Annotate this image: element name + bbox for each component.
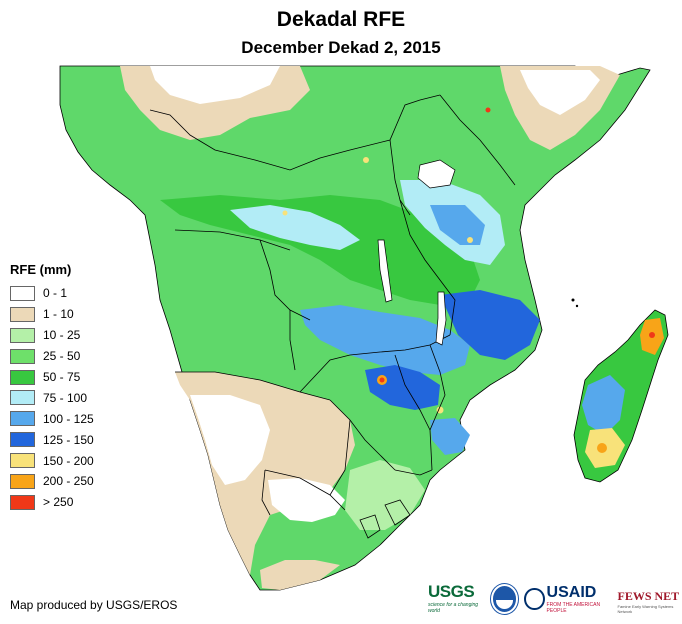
legend-swatch <box>10 473 35 489</box>
hotspot-zimbabwe-core <box>379 377 385 383</box>
fews-net-tagline: Famine Early Warning Systems Network <box>617 604 674 614</box>
legend-swatch <box>10 306 35 322</box>
legend-row: > 250 <box>10 492 94 513</box>
legend-row: 1 - 10 <box>10 304 94 325</box>
legend-row: 75 - 100 <box>10 387 94 408</box>
legend-row: 10 - 25 <box>10 325 94 346</box>
legend-swatch <box>10 327 35 343</box>
legend-swatch <box>10 411 35 427</box>
usaid-logo: USAID FROM THE AMERICAN PEOPLE <box>524 584 613 614</box>
heavy-belt-zambia <box>300 305 470 375</box>
madagascar-hotspot-south <box>597 443 607 453</box>
coastal-cape <box>260 560 340 590</box>
legend-swatch <box>10 494 35 510</box>
credit-text: Map produced by USGS/EROS <box>10 598 178 612</box>
comoros-2 <box>575 304 579 308</box>
very-heavy-mozambique <box>440 290 540 360</box>
legend-row: 0 - 1 <box>10 283 94 304</box>
no-rain-kalahari <box>268 478 345 522</box>
comoros <box>571 298 575 302</box>
hotspot-congo <box>282 210 288 216</box>
map-title: Dekadal RFE <box>276 8 406 31</box>
legend-row: 200 - 250 <box>10 471 94 492</box>
partner-logos: USGS science for a changing world USAID … <box>428 582 682 614</box>
lake-malawi <box>435 291 447 346</box>
legend-label: 25 - 50 <box>43 349 81 364</box>
very-heavy-tanzania <box>430 205 485 245</box>
no-rain-north <box>150 66 280 104</box>
fews-net-logo-text: FEWS NET <box>617 589 680 603</box>
legend-label: 125 - 150 <box>43 432 94 447</box>
legend-label: 150 - 200 <box>43 453 94 468</box>
usgs-logo-text: USGS <box>428 582 475 601</box>
legend-label: > 250 <box>43 495 74 510</box>
legend-swatch <box>10 348 35 364</box>
legend: RFE (mm) 0 - 1 1 - 10 10 - 25 25 - 50 50 - 7… <box>10 262 94 513</box>
legend-label: 10 - 25 <box>43 328 81 343</box>
legend-swatch <box>10 285 35 301</box>
legend-label: 75 - 100 <box>43 390 88 405</box>
fews-net-logo: FEWS NET Famine Early Warning Systems Ne… <box>618 589 682 614</box>
heavy-belt-mozambique-south <box>430 418 470 455</box>
no-rain-namibia <box>190 395 270 485</box>
legend-row: 25 - 50 <box>10 346 94 367</box>
heavy-belt-congo <box>230 205 360 250</box>
legend-swatch <box>10 453 35 469</box>
no-rain-horn <box>520 70 600 115</box>
light-belt-south-africa <box>345 460 425 530</box>
usgs-tagline: science for a changing world <box>428 602 479 614</box>
legend-swatch <box>10 432 35 448</box>
noaa-logo <box>491 584 519 614</box>
usaid-seal-icon <box>524 588 545 610</box>
legend-label: 1 - 10 <box>43 307 74 322</box>
usaid-logo-text: USAID <box>546 584 597 601</box>
lake-tanganyika <box>377 239 393 303</box>
legend-row: 125 - 150 <box>10 429 94 450</box>
madagascar-hotspot-north <box>649 332 655 338</box>
legend-label: 50 - 75 <box>43 370 81 384</box>
legend-row: 100 - 125 <box>10 408 94 429</box>
hotspot-tanzania <box>467 237 473 243</box>
country-borders <box>149 94 516 539</box>
legend-label: 0 - 1 <box>43 286 68 301</box>
legend-row: 50 - 75 <box>10 367 94 388</box>
usgs-logo: USGS science for a changing world <box>428 582 485 614</box>
legend-swatch <box>10 369 35 385</box>
wet-belt-central <box>160 195 480 305</box>
legend-row: 150 - 200 <box>10 450 94 471</box>
usaid-tagline: FROM THE AMERICAN PEOPLE <box>546 602 601 614</box>
legend-label: 100 - 125 <box>43 411 94 426</box>
map-subtitle: December Dekad 2, 2015 <box>241 38 441 57</box>
legend-label: 200 - 250 <box>43 474 94 489</box>
hotspot-uganda <box>363 157 369 163</box>
hotspot-kenya <box>485 107 491 113</box>
legend-title: RFE (mm) <box>10 262 72 277</box>
lake-victoria <box>417 159 456 189</box>
legend-swatch <box>10 390 35 406</box>
madagascar-wet-west <box>582 375 625 435</box>
